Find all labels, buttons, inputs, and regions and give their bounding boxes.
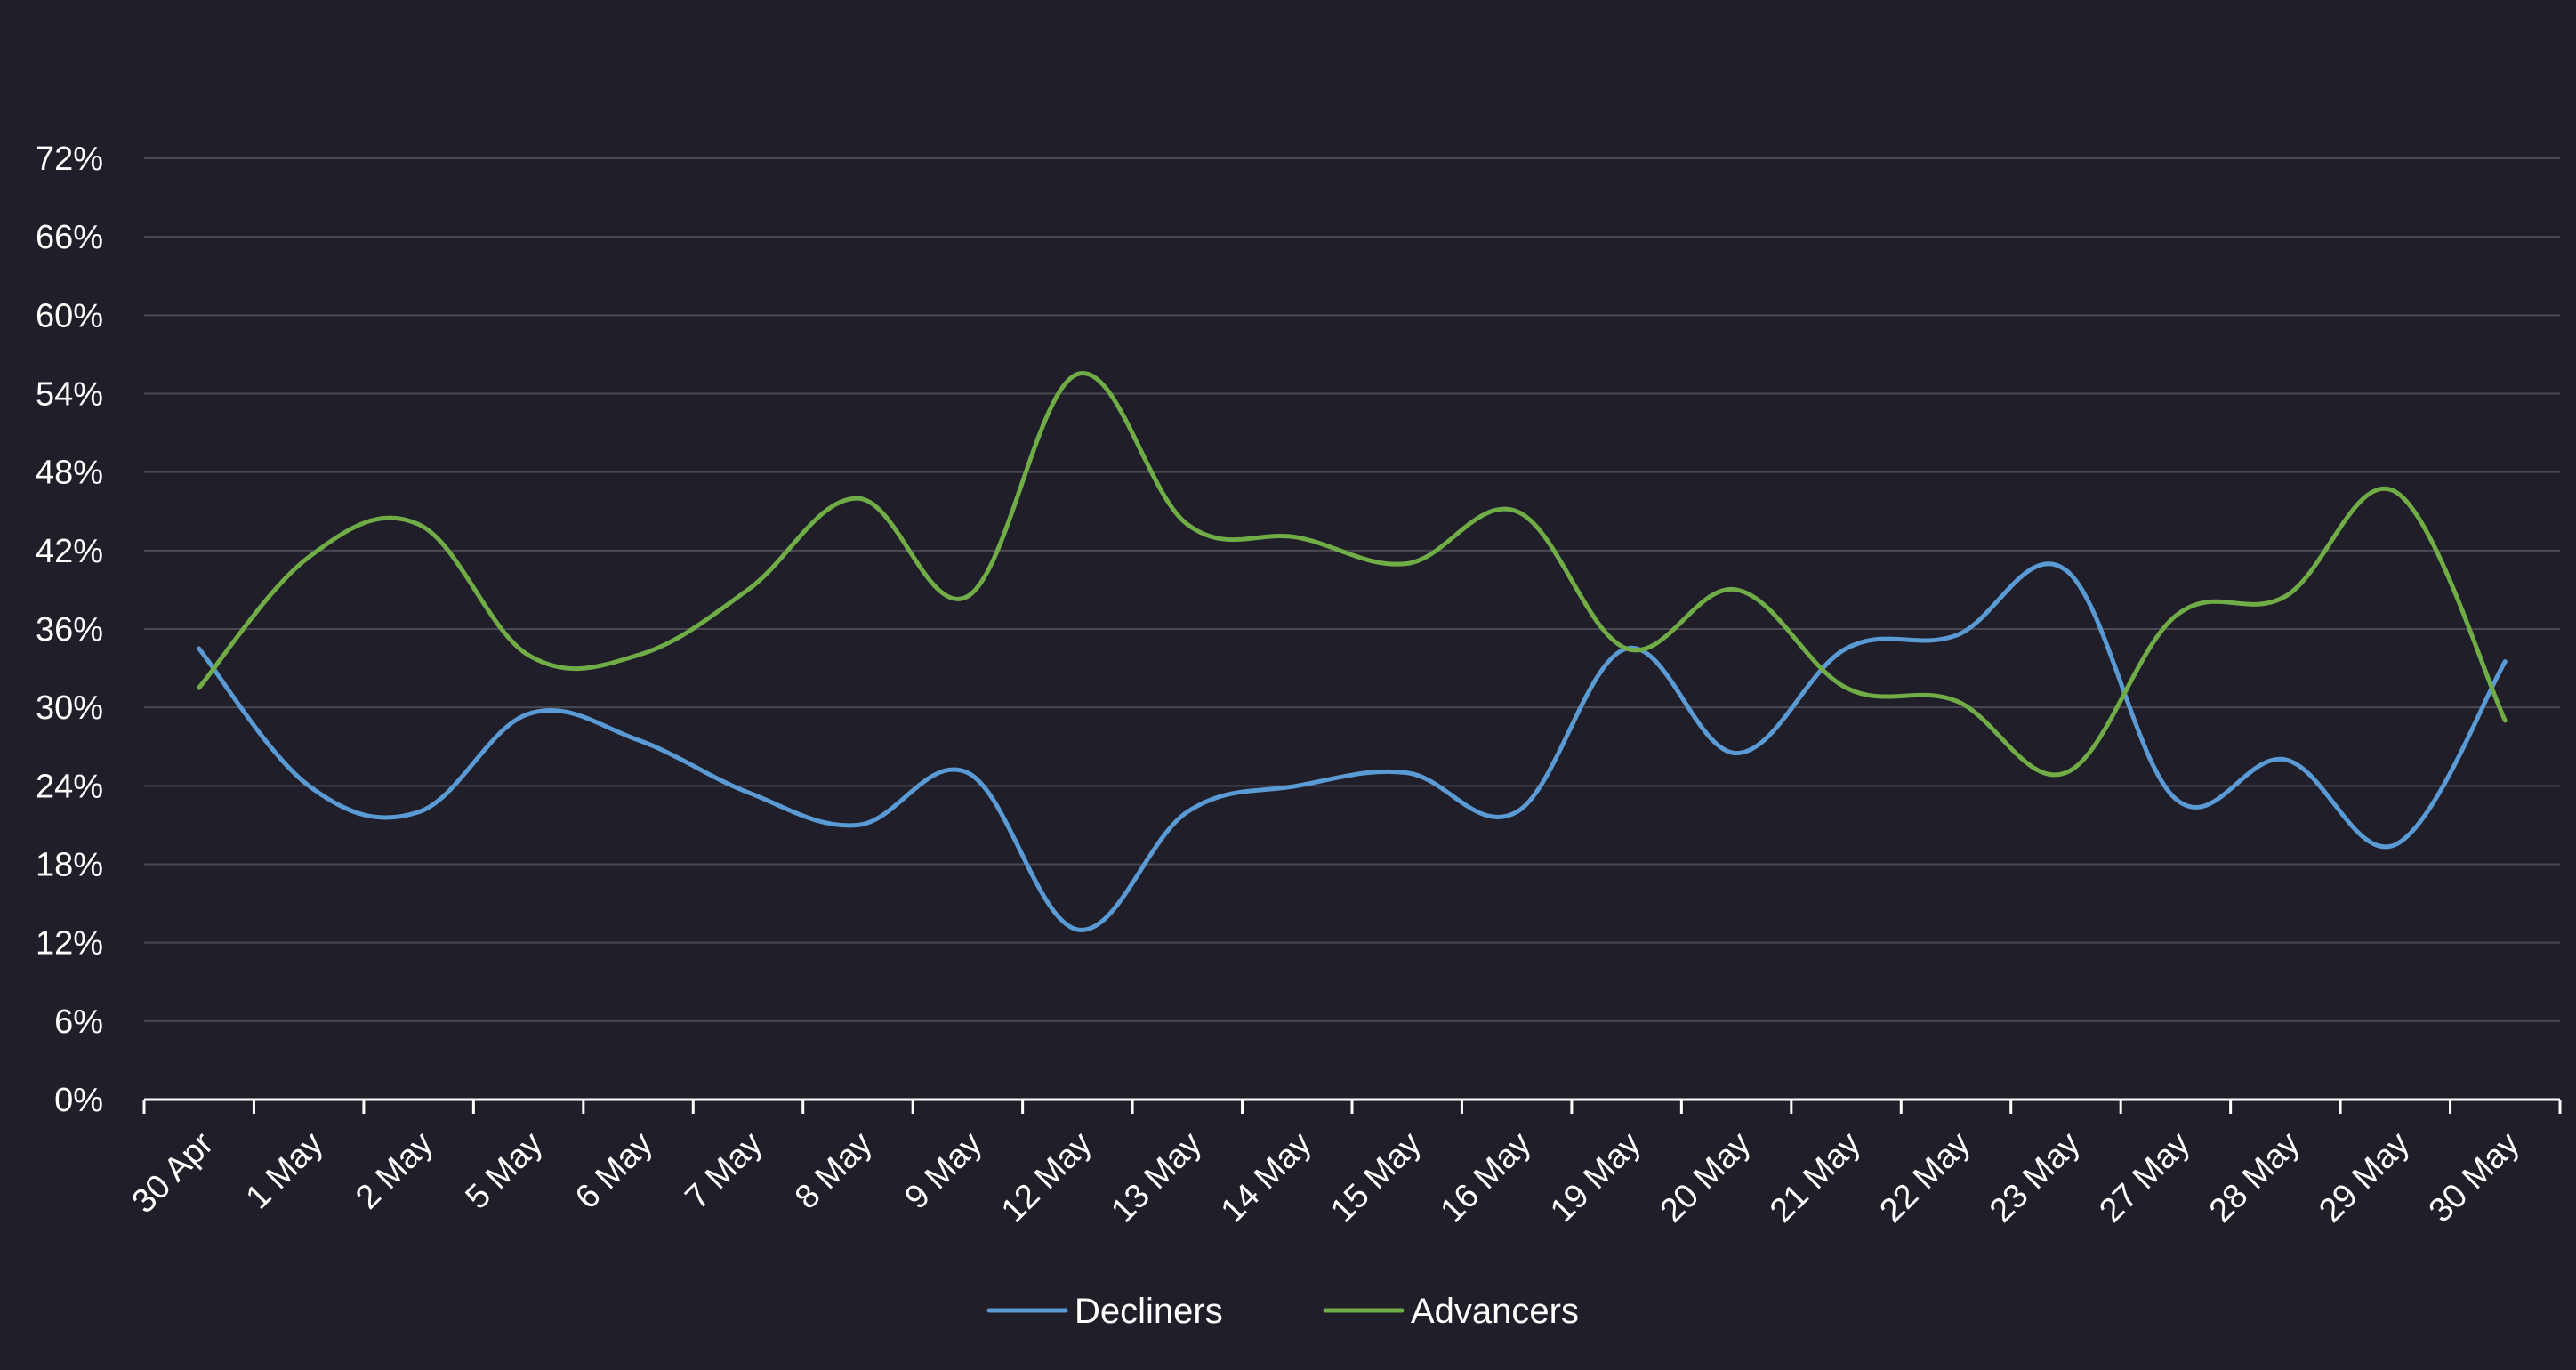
x-tick-label: 6 May — [568, 1125, 660, 1217]
legend-item-advancers: Advancers — [1323, 1292, 1579, 1331]
y-tick-label: 54% — [36, 376, 103, 414]
x-tick-label: 2 May — [349, 1125, 440, 1217]
legend-label: Advancers — [1411, 1292, 1579, 1331]
x-tick-label: 21 May — [1763, 1125, 1868, 1230]
gridlines — [144, 157, 2560, 1022]
y-tick-label: 24% — [36, 768, 103, 805]
x-tick-label: 30 Apr — [125, 1124, 221, 1221]
series-lines — [197, 371, 2508, 932]
y-tick-label: 72% — [36, 141, 103, 178]
y-tick-label: 0% — [54, 1082, 103, 1119]
legend-item-decliners: Decliners — [986, 1292, 1223, 1331]
x-tick-label: 22 May — [1873, 1125, 1978, 1230]
series-advancers — [197, 371, 2508, 778]
x-tick-label: 12 May — [994, 1125, 1099, 1230]
y-tick-label: 30% — [36, 689, 103, 727]
y-tick-label: 6% — [54, 1003, 103, 1041]
axes — [142, 1098, 2562, 1114]
x-tick-label: 29 May — [2312, 1125, 2417, 1230]
y-tick-label: 66% — [36, 219, 103, 256]
x-tick-label: 15 May — [1324, 1125, 1429, 1230]
legend: Decliners Advancers — [986, 1292, 1579, 1331]
x-tick-label: 14 May — [1214, 1125, 1319, 1230]
series-decliners — [197, 561, 2508, 932]
x-tick-label: 27 May — [2092, 1125, 2197, 1230]
x-tick-label: 30 May — [2422, 1125, 2527, 1230]
x-tick-label: 19 May — [1543, 1125, 1648, 1230]
y-tick-label: 12% — [36, 925, 103, 963]
x-tick-label: 20 May — [1654, 1125, 1759, 1230]
x-tick-label: 9 May — [898, 1125, 989, 1217]
tick-labels: 0% 6% 12% 18% 24% 30% 36% 42% 48% 54% 60% 66% 72% 30 … — [36, 141, 2527, 1229]
x-tick-label: 16 May — [1434, 1125, 1539, 1230]
x-tick-label: 13 May — [1104, 1125, 1209, 1230]
x-tick-label: 1 May — [239, 1125, 331, 1217]
y-tick-label: 42% — [36, 533, 103, 570]
x-tick-label: 7 May — [678, 1125, 769, 1217]
y-tick-label: 36% — [36, 611, 103, 649]
x-tick-label: 8 May — [788, 1125, 880, 1217]
x-tick-label: 5 May — [459, 1125, 551, 1217]
series-line-decliners — [197, 561, 2508, 932]
legend-label: Decliners — [1075, 1292, 1223, 1331]
y-tick-label: 60% — [36, 297, 103, 334]
y-tick-label: 48% — [36, 455, 103, 492]
x-tick-label: 28 May — [2202, 1125, 2307, 1230]
series-line-advancers — [197, 371, 2508, 778]
x-tick-label: 23 May — [1983, 1125, 2088, 1230]
y-tick-label: 18% — [36, 847, 103, 884]
